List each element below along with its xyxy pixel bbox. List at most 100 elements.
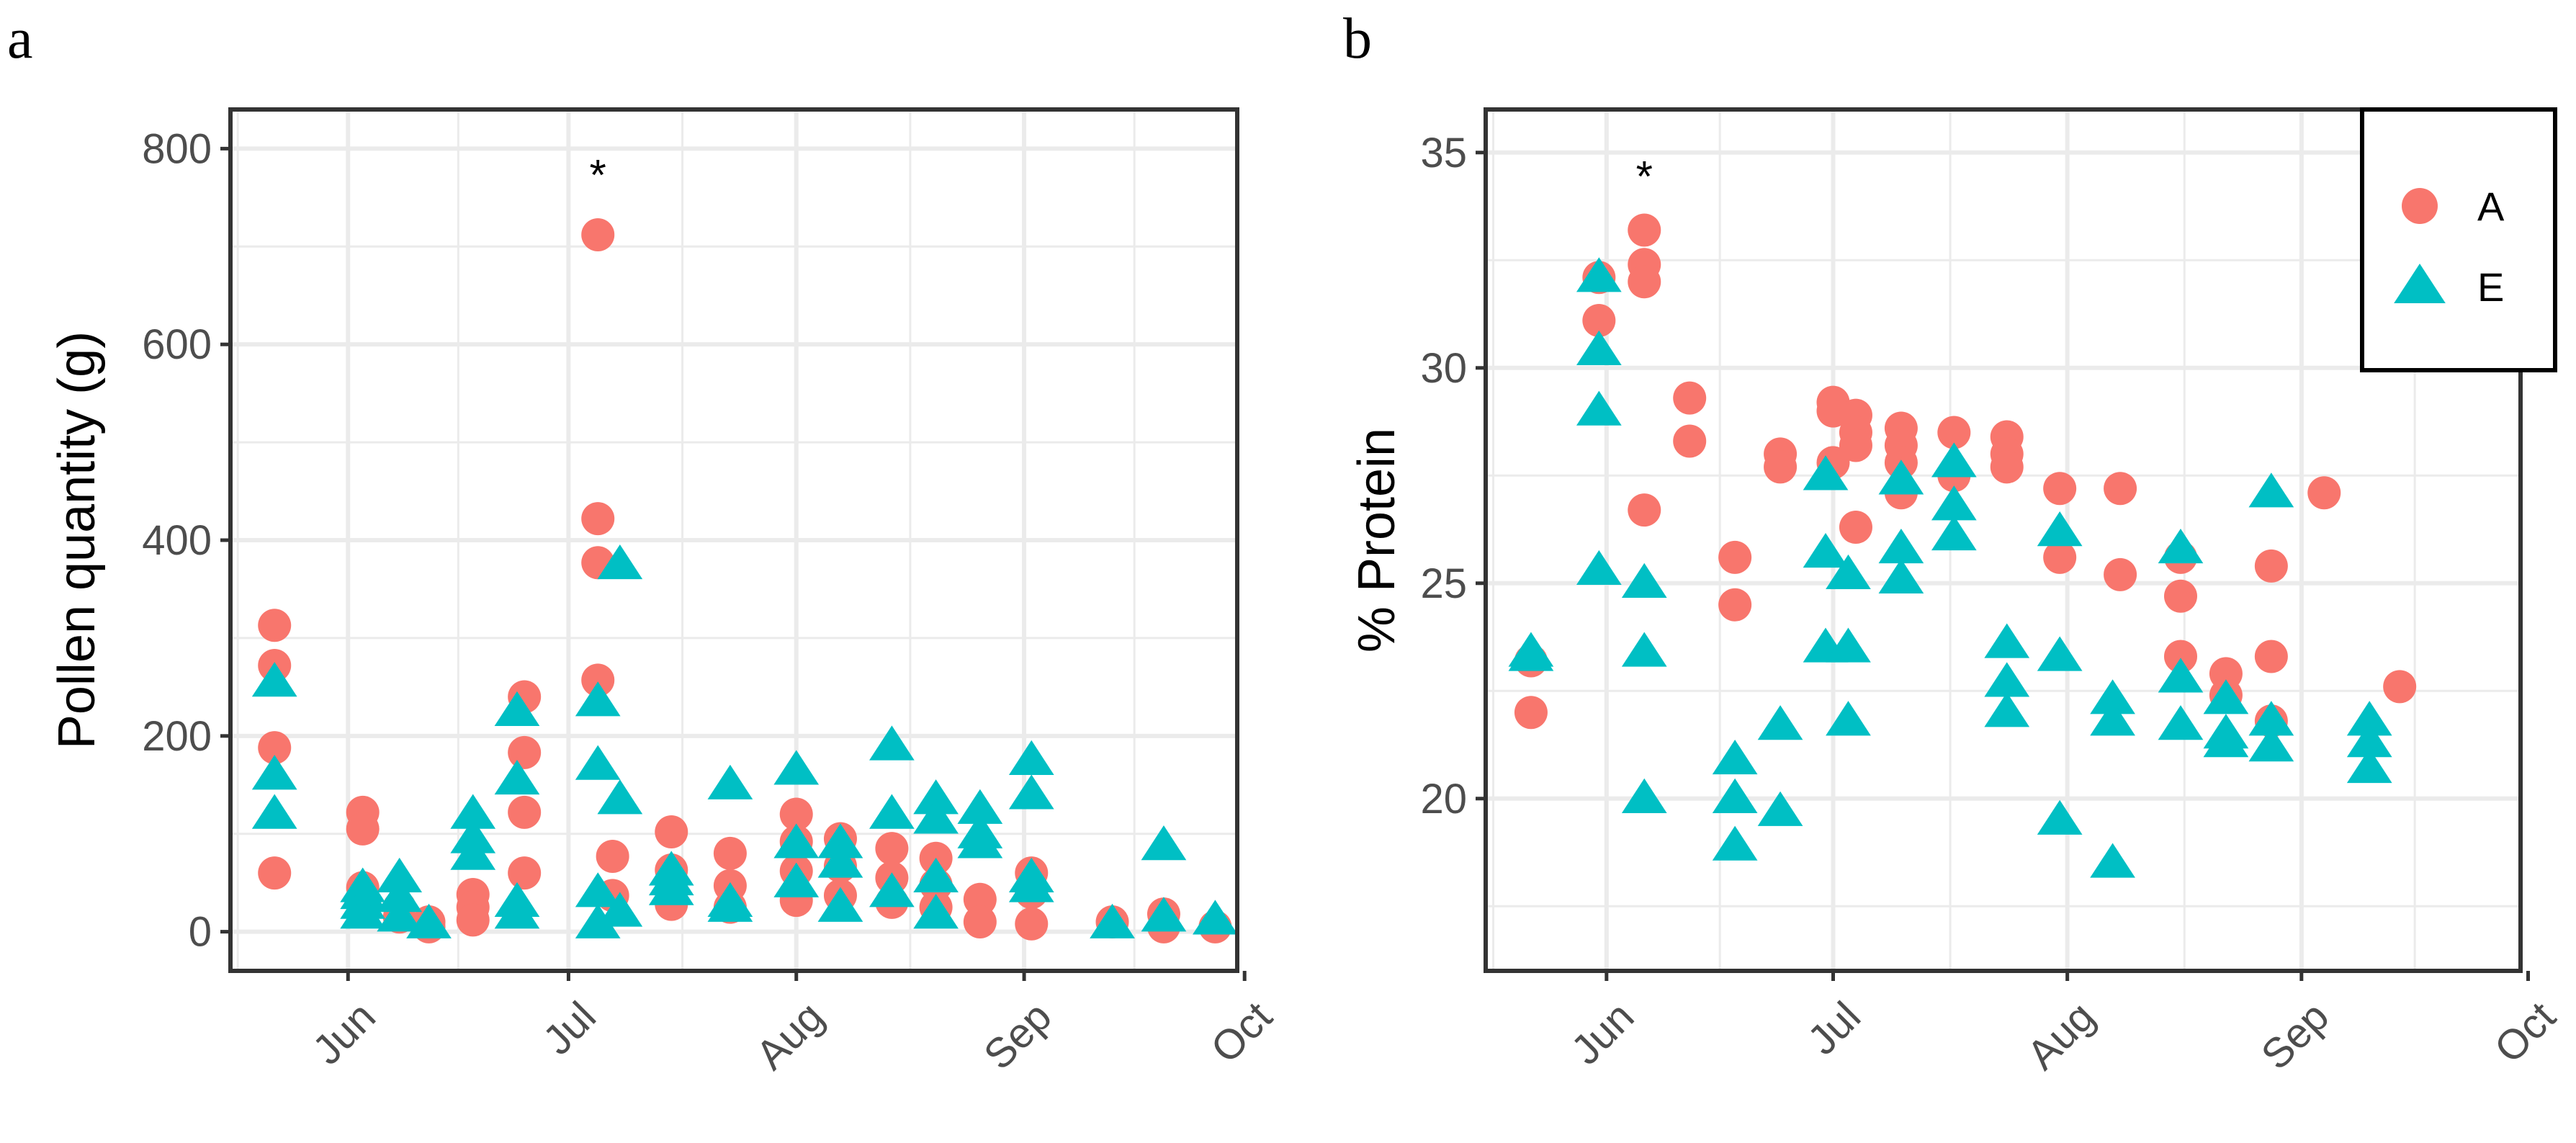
- legend-box: [2360, 107, 2557, 372]
- b-panel-border: [1484, 107, 2523, 973]
- a-point-E: [913, 779, 959, 815]
- a-point-E: [1193, 900, 1238, 935]
- a-point-A: [508, 856, 542, 890]
- a-point-A: [655, 815, 688, 849]
- b-point-E: [2158, 528, 2204, 564]
- a-point-E: [575, 903, 621, 938]
- b-x-tick-label: Sep: [2252, 993, 2338, 1079]
- b-point-E: [1576, 550, 1622, 586]
- a-point-E: [707, 887, 753, 922]
- b-point-E: [1576, 257, 1622, 292]
- a-point-A: [581, 502, 615, 536]
- a-x-tick-label: Aug: [747, 993, 833, 1079]
- b-point-E: [2248, 472, 2294, 508]
- b-point-E: [1931, 442, 1977, 478]
- b-point-A: [2163, 579, 2197, 613]
- a-point-E: [1008, 867, 1054, 902]
- a-point-E: [377, 897, 423, 932]
- b-y-tick-label: 30: [1420, 345, 1467, 392]
- b-point-E: [2037, 511, 2083, 547]
- b-point-A: [1582, 304, 1616, 338]
- a-point-E: [575, 681, 621, 717]
- a-y-tick-label: 600: [142, 321, 212, 368]
- a-point-A: [258, 731, 292, 765]
- b-point-A: [2163, 640, 2197, 673]
- b-y-tick-label: 25: [1420, 560, 1467, 607]
- b-y-tick-label: 35: [1420, 130, 1467, 176]
- a-point-A: [779, 797, 813, 831]
- b-y-axis-title: % Protein: [1348, 428, 1406, 653]
- a-point-A: [1015, 907, 1049, 941]
- a-point-A: [456, 903, 490, 937]
- legend-key-E: [2394, 264, 2446, 304]
- b-point-E: [2037, 636, 2083, 671]
- a-significance-asterisk: *: [590, 151, 606, 200]
- b-point-E: [2158, 705, 2204, 740]
- b-y-tick-label: 20: [1420, 776, 1467, 822]
- b-point-A: [1628, 493, 1661, 527]
- panel-b-letter: b: [1343, 7, 1372, 71]
- b-point-E: [1712, 739, 1758, 775]
- b-point-E: [2203, 722, 2249, 758]
- b-point-E: [1984, 692, 2030, 727]
- b-x-tick-label: Aug: [2018, 993, 2104, 1079]
- b-x-tick-label: Oct: [2485, 993, 2564, 1072]
- a-point-E: [1008, 740, 1054, 775]
- a-x-tick-label: Jul: [534, 993, 605, 1064]
- a-y-tick-label: 0: [189, 909, 212, 956]
- b-point-E: [2346, 722, 2392, 758]
- a-y-tick-label: 800: [142, 125, 212, 172]
- a-point-A: [963, 905, 997, 939]
- a-point-E: [251, 662, 297, 697]
- b-point-E: [2090, 701, 2135, 736]
- b-point-E: [1712, 778, 1758, 813]
- a-point-A: [258, 609, 292, 642]
- b-point-A: [1628, 265, 1661, 299]
- a-point-A: [508, 735, 542, 769]
- a-point-E: [817, 823, 863, 859]
- b-point-A: [1673, 424, 1707, 458]
- b-point-E: [1878, 460, 1924, 495]
- b-point-E: [2037, 799, 2083, 835]
- a-point-A: [581, 663, 615, 697]
- b-point-E: [2090, 679, 2135, 714]
- a-point-E: [707, 764, 753, 799]
- b-point-E: [1878, 528, 1924, 564]
- b-point-A: [1937, 416, 1971, 449]
- b-point-A: [2043, 472, 2077, 506]
- a-point-E: [377, 877, 423, 913]
- a-point-E: [1008, 774, 1054, 810]
- a-point-E: [817, 887, 863, 922]
- a-point-E: [597, 544, 643, 580]
- a-point-E: [494, 894, 540, 929]
- a-point-E: [773, 750, 820, 785]
- b-point-E: [2346, 701, 2392, 736]
- b-point-E: [1621, 562, 1667, 598]
- a-point-A: [346, 812, 380, 846]
- b-data-points: [1508, 213, 2417, 878]
- a-point-E: [1141, 897, 1187, 932]
- a-point-E: [597, 892, 643, 927]
- a-point-E: [597, 779, 643, 815]
- legend-label-E: E: [2477, 264, 2504, 310]
- panel-a-pollen-quantity: a Jun Jul Aug Sep Oct 0 200 400 600 800 Pollen qua…: [7, 7, 1281, 1079]
- a-point-E: [450, 835, 496, 870]
- b-point-E: [1826, 554, 1871, 589]
- panel-b-protein: b Jun Jul Aug Sep Oct 20 25 30 35 % Protein * AE: [1343, 7, 2564, 1079]
- b-point-A: [2104, 472, 2137, 506]
- a-point-E: [773, 823, 820, 859]
- b-x-tick-label: Jun: [1562, 993, 1643, 1074]
- b-point-E: [1931, 485, 1977, 521]
- a-point-E: [913, 799, 959, 834]
- a-point-A: [258, 856, 292, 890]
- b-point-E: [1508, 636, 1554, 671]
- a-point-E: [869, 794, 915, 829]
- panel-a-letter: a: [7, 7, 33, 71]
- b-point-E: [1803, 532, 1849, 568]
- b-point-E: [1931, 516, 1977, 551]
- a-point-A: [508, 795, 542, 829]
- b-point-E: [2346, 748, 2392, 784]
- a-point-E: [1141, 825, 1187, 861]
- b-point-E: [2203, 679, 2249, 714]
- b-point-E: [1621, 632, 1667, 667]
